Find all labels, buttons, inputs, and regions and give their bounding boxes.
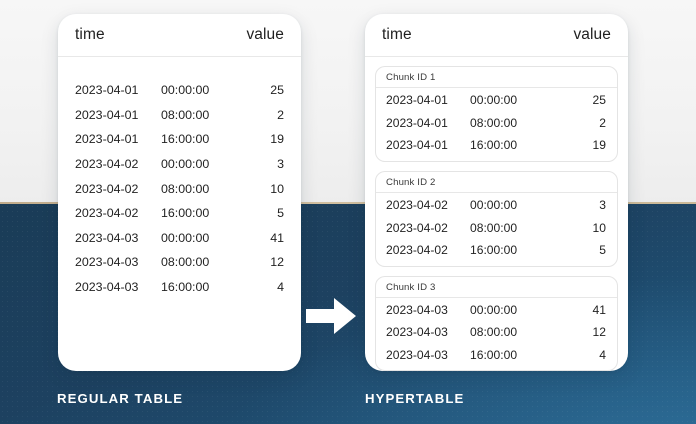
cell-value: 12 [592,325,606,340]
table-row: 2023-04-01 16:00:00 19 [58,127,301,152]
cell-value: 41 [270,230,284,245]
cell-value: 19 [592,138,606,153]
table-row: 2023-04-01 08:00:00 2 [376,112,617,135]
chunk-group: Chunk ID 1 2023-04-01 00:00:00 25 2023-04-01… [375,66,618,162]
cell-date: 2023-04-03 [386,348,448,363]
chunk-rows: 2023-04-02 00:00:00 3 2023-04-02 08:00:00 10 2… [376,193,617,266]
cell-time: 16:00:00 [470,348,518,363]
table-row: 2023-04-01 00:00:00 25 [376,89,617,112]
table-row: 2023-04-01 00:00:00 25 [58,78,301,103]
caption-regular-table: REGULAR TABLE [57,391,184,406]
background-accent-line [0,202,696,204]
cell-time: 16:00:00 [161,280,210,295]
cell-date: 2023-04-03 [75,255,139,270]
table-row: 2023-04-03 08:00:00 12 [58,250,301,275]
regular-table-header: time value [58,14,301,57]
table-row: 2023-04-02 00:00:00 3 [58,152,301,177]
table-row: 2023-04-02 08:00:00 10 [376,216,617,239]
chunk-id-label: Chunk ID 3 [376,277,617,298]
cell-value: 25 [270,83,284,98]
table-row: 2023-04-01 08:00:00 2 [58,103,301,128]
cell-value: 4 [277,280,284,295]
cell-value: 5 [599,243,606,258]
table-row: 2023-04-03 08:00:00 12 [376,321,617,344]
cell-time: 08:00:00 [470,115,518,130]
cell-date: 2023-04-02 [75,157,139,172]
cell-value: 2 [599,115,606,130]
table-row: 2023-04-03 00:00:00 41 [376,299,617,322]
cell-value: 19 [270,132,284,147]
cell-date: 2023-04-02 [386,198,448,213]
cell-date: 2023-04-01 [386,138,448,153]
hypertable-body: Chunk ID 1 2023-04-01 00:00:00 25 2023-04-01… [365,57,628,372]
chunk-rows: 2023-04-01 00:00:00 25 2023-04-01 08:00:00 2 2… [376,88,617,161]
cell-date: 2023-04-03 [386,325,448,340]
cell-time: 16:00:00 [470,243,518,258]
table-row: 2023-04-02 16:00:00 5 [58,201,301,226]
cell-date: 2023-04-02 [386,220,448,235]
cell-date: 2023-04-01 [75,107,139,122]
cell-time: 08:00:00 [470,220,518,235]
table-row: 2023-04-03 00:00:00 41 [58,226,301,251]
cell-date: 2023-04-01 [386,93,448,108]
hypertable-header: time value [365,14,628,57]
cell-time: 16:00:00 [161,206,210,221]
cell-time: 00:00:00 [161,83,210,98]
table-row: 2023-04-02 08:00:00 10 [58,176,301,201]
table-row: 2023-04-02 00:00:00 3 [376,194,617,217]
cell-value: 10 [270,181,284,196]
cell-value: 10 [592,220,606,235]
column-header-time: time [75,26,105,43]
cell-value: 4 [599,348,606,363]
column-header-time: time [382,26,412,43]
cell-time: 00:00:00 [161,230,210,245]
table-row: 2023-04-02 16:00:00 5 [376,239,617,262]
cell-time: 16:00:00 [470,138,518,153]
caption-hypertable: HYPERTABLE [365,391,465,406]
cell-value: 2 [277,107,284,122]
cell-date: 2023-04-03 [386,302,448,317]
hypertable-card: time value Chunk ID 1 2023-04-01 00:00:00 2… [365,14,628,372]
cell-date: 2023-04-02 [75,181,139,196]
cell-date: 2023-04-01 [386,115,448,130]
cell-date: 2023-04-03 [75,230,139,245]
cell-time: 00:00:00 [470,302,518,317]
cell-date: 2023-04-02 [386,243,448,258]
column-header-value: value [246,26,284,43]
cell-date: 2023-04-01 [75,83,139,98]
cell-time: 00:00:00 [470,93,518,108]
cell-date: 2023-04-01 [75,132,139,147]
cell-value: 3 [599,198,606,213]
cell-time: 08:00:00 [470,325,518,340]
cell-date: 2023-04-03 [75,280,139,295]
cell-date: 2023-04-02 [75,206,139,221]
table-row: 2023-04-03 16:00:00 4 [58,275,301,300]
right-arrow-icon [306,298,356,334]
cell-time: 08:00:00 [161,181,210,196]
chunk-id-label: Chunk ID 2 [376,172,617,193]
cell-time: 00:00:00 [161,157,210,172]
column-header-value: value [573,26,611,43]
cell-time: 00:00:00 [470,198,518,213]
regular-table-card: time value 2023-04-01 00:00:00 25 2023-04-0… [58,14,301,371]
cell-value: 25 [592,93,606,108]
table-row: 2023-04-03 16:00:00 4 [376,344,617,367]
chunk-group: Chunk ID 2 2023-04-02 00:00:00 3 2023-04-02 0… [375,170,618,267]
cell-time: 16:00:00 [161,132,210,147]
cell-value: 5 [277,206,284,221]
chunk-rows: 2023-04-03 00:00:00 41 2023-04-03 08:00:00 12… [376,298,617,371]
chunk-group: Chunk ID 3 2023-04-03 00:00:00 41 2023-04-03… [375,275,618,372]
cell-time: 08:00:00 [161,107,210,122]
cell-time: 08:00:00 [161,255,210,270]
cell-value: 3 [277,157,284,172]
regular-table-body: 2023-04-01 00:00:00 25 2023-04-01 08:00:00 2 2… [58,57,301,299]
cell-value: 41 [592,302,606,317]
table-row: 2023-04-01 16:00:00 19 [376,134,617,157]
chunk-id-label: Chunk ID 1 [376,67,617,88]
cell-value: 12 [270,255,284,270]
